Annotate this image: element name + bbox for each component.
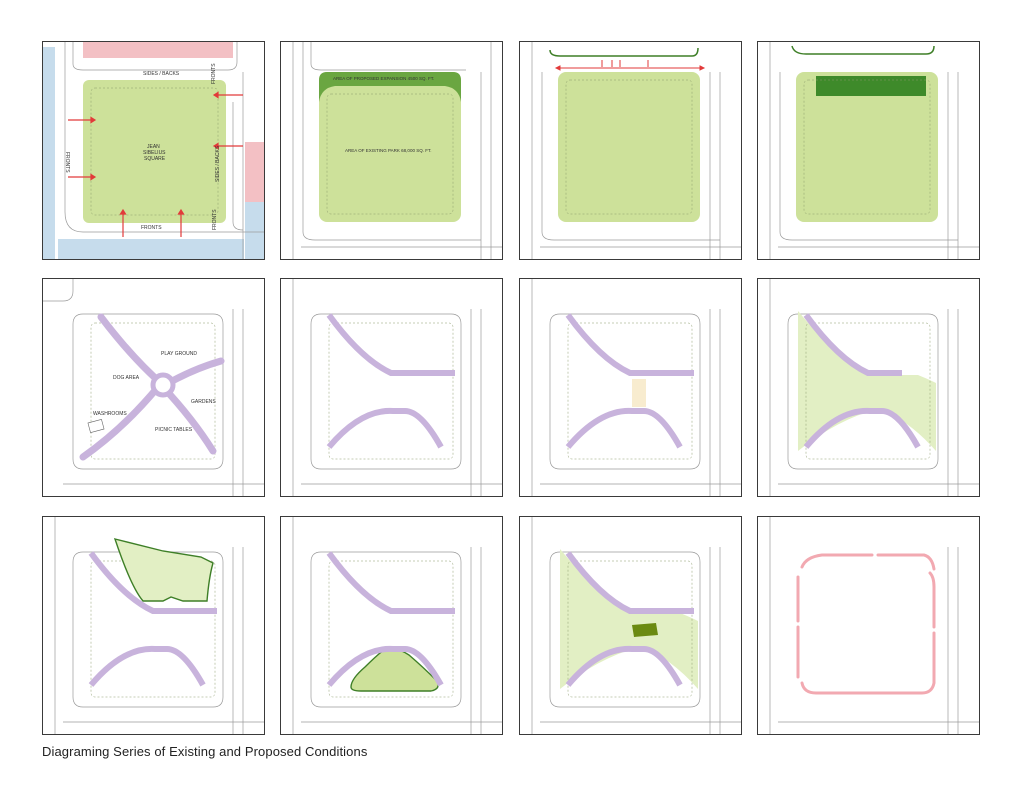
street-lines (43, 279, 264, 496)
street-lines (531, 517, 741, 734)
street-lines (531, 42, 741, 259)
label-fronts-left: FRONTS (64, 152, 70, 173)
garden-mound (350, 647, 439, 692)
park-area (796, 72, 938, 222)
panel-4-svg (769, 42, 979, 259)
street-lines (769, 279, 979, 496)
park-area (83, 80, 226, 223)
street-lines (292, 517, 502, 734)
panel-2-svg: AREA OF PROPOSED EXPANSION 4500 SQ. FT. … (292, 42, 502, 259)
panel-12-perimeter (757, 516, 980, 735)
panel-6-svg (292, 279, 502, 496)
figure-caption: Diagraming Series of Existing and Propos… (42, 744, 368, 759)
panel-6-paths (280, 278, 503, 497)
existing-park (319, 72, 461, 222)
label-park-name-3: SQUARE (144, 156, 166, 162)
label-fronts-bottom: FRONTS (141, 225, 162, 231)
green-zone (560, 549, 698, 689)
panel-8-green-zone (757, 278, 980, 497)
panel-3-svg (531, 42, 741, 259)
crossing-area (632, 379, 646, 407)
street-lines (769, 42, 979, 259)
fence-line (549, 47, 699, 57)
paths (565, 551, 694, 687)
garden-plot (632, 623, 658, 637)
paths (88, 551, 217, 687)
perimeter-path (796, 553, 936, 695)
label-park-name-2: SIBELIUS (143, 150, 166, 156)
panel-2-expansion: AREA OF PROPOSED EXPANSION 4500 SQ. FT. … (280, 41, 503, 260)
pink-lot-right (245, 142, 264, 202)
label-dog-area: DOG AREA (113, 375, 140, 381)
panel-9-svg (54, 517, 264, 734)
washroom-building (87, 418, 105, 434)
label-picnic: PICNIC TABLES (155, 427, 193, 433)
label-expansion: AREA OF PROPOSED EXPANSION 4500 SQ. FT. (333, 76, 434, 81)
fence-line (791, 45, 935, 55)
park-inner-outline (567, 560, 693, 698)
expansion-area (319, 72, 461, 102)
garden-strip (816, 76, 926, 96)
park-inner-outline (90, 322, 216, 460)
street-lines (769, 517, 979, 734)
outlined-zone (113, 538, 214, 602)
blue-lot-right (245, 202, 264, 259)
pink-lot-top (83, 42, 233, 58)
park-inner-outline (326, 93, 454, 215)
label-existing: AREA OF EXISTING PARK 68,000 SQ. FT. (345, 148, 431, 153)
paths (326, 313, 455, 449)
panel-10-svg (292, 517, 502, 734)
street-lines (64, 42, 264, 259)
panel-11-combined (519, 516, 742, 735)
label-sides-backs-right: SIDES / BACKS (215, 145, 221, 182)
panel-1-svg: SIDES / BACKS FRONTS FRONTS JEAN SIBELIU… (43, 42, 264, 259)
panel-8-svg (769, 279, 979, 496)
street-lines (292, 279, 502, 496)
panel-4-garden-strip (757, 41, 980, 260)
paths (803, 313, 921, 449)
label-fronts-right-bottom: FRONTS (212, 209, 218, 230)
park-inner-outline (90, 87, 219, 216)
park-inner-outline (567, 322, 693, 460)
panel-11-svg (531, 517, 741, 734)
blue-lot-bottom (58, 239, 244, 259)
label-fronts-top-right: FRONTS (211, 63, 217, 84)
label-park-name-1: JEAN (147, 144, 160, 150)
green-zone (798, 311, 936, 451)
label-park-name: JEAN SIBELIUS SQUARE (143, 144, 167, 162)
panel-10-garden-mound (280, 516, 503, 735)
panel-5-programs: PLAY GROUND DOG AREA GARDENS WASHROOMS P… (42, 278, 265, 497)
street-lines (531, 279, 741, 496)
label-playground: PLAY GROUND (161, 351, 197, 357)
arrows (554, 60, 706, 71)
panel-7-paths-crossing (519, 278, 742, 497)
panel-9-outline-zone (42, 516, 265, 735)
panel-5-svg: PLAY GROUND DOG AREA GARDENS WASHROOMS P… (43, 279, 264, 496)
label-gardens: GARDENS (191, 399, 216, 405)
label-washrooms: WASHROOMS (93, 411, 127, 417)
panel-3-fence (519, 41, 742, 260)
label-sides-backs-top: SIDES / BACKS (143, 71, 180, 77)
park-inner-outline (805, 322, 931, 460)
street-lines (54, 517, 264, 734)
roundabout (150, 372, 176, 398)
park-inner-outline (328, 322, 454, 460)
park-area (558, 72, 700, 222)
panel-1-context: SIDES / BACKS FRONTS FRONTS JEAN SIBELIU… (42, 41, 265, 260)
panel-7-svg (531, 279, 741, 496)
panel-12-svg (769, 517, 979, 734)
park-inner-outline (328, 560, 454, 698)
paths (565, 313, 694, 449)
arrows (68, 91, 243, 237)
paths (326, 551, 455, 687)
street-lines (292, 42, 502, 259)
blue-lot-left (43, 47, 55, 259)
